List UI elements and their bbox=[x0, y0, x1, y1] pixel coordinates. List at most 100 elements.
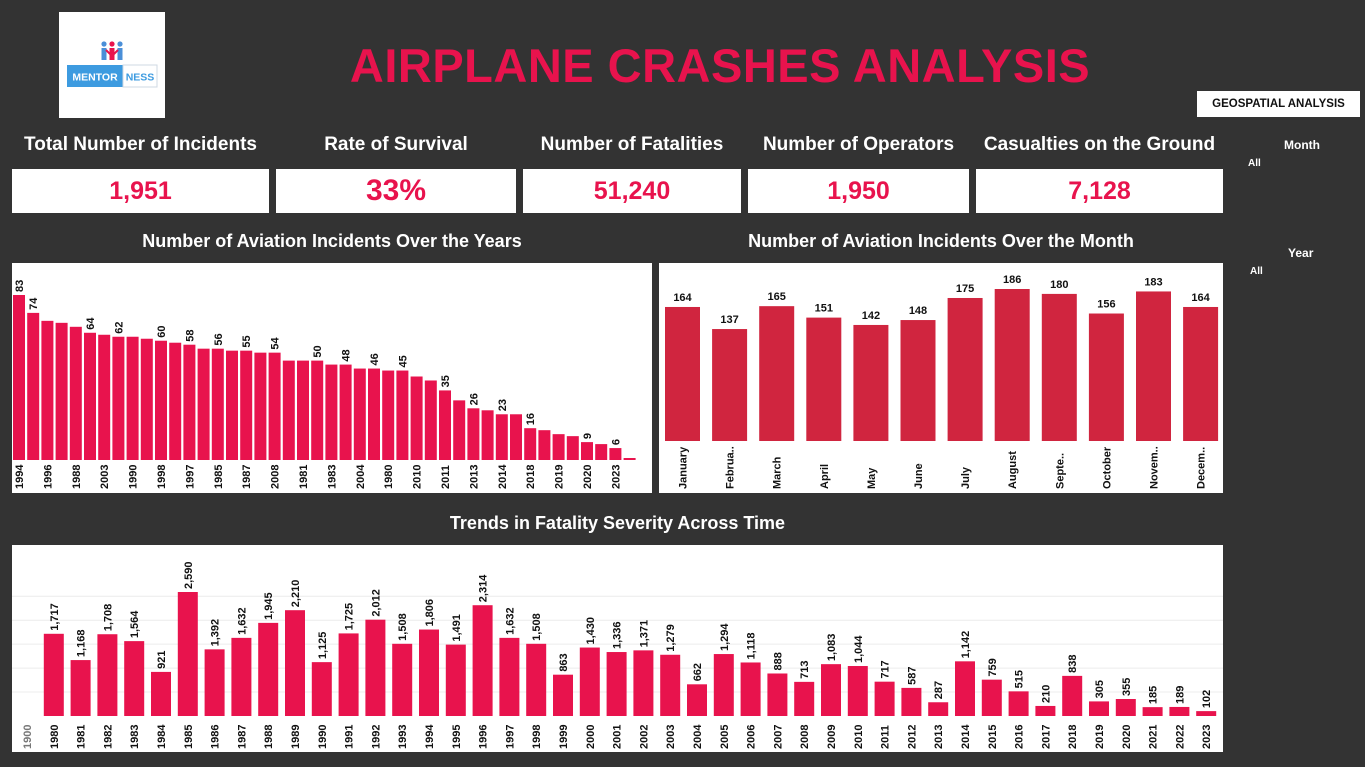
fatality-bar-value-label: 838 bbox=[1067, 655, 1079, 673]
fatality-axis-tick-label: 2017 bbox=[1040, 725, 1052, 749]
month-axis-tick-label: Novem.. bbox=[1149, 446, 1161, 489]
year-bar-value-label: 16 bbox=[525, 413, 537, 425]
fatality-bar-value-label: 1,392 bbox=[210, 619, 222, 647]
fatality-bar-value-label: 1,142 bbox=[960, 631, 972, 659]
month-bar-value-label: 142 bbox=[862, 310, 880, 322]
fatality-axis-tick-label: 1986 bbox=[210, 725, 222, 749]
year-bar bbox=[410, 376, 423, 460]
year-bar bbox=[481, 410, 494, 460]
month-bar bbox=[900, 320, 936, 441]
year-filter-dropdown[interactable]: All bbox=[1250, 266, 1263, 277]
fatality-bar bbox=[928, 702, 949, 716]
fatality-axis-tick-label: 1985 bbox=[183, 725, 195, 749]
year-bar bbox=[41, 320, 54, 460]
month-bar bbox=[947, 297, 983, 441]
fatality-bar-value-label: 287 bbox=[933, 681, 945, 699]
year-bar bbox=[495, 414, 508, 460]
fatality-bar bbox=[419, 629, 439, 716]
geospatial-analysis-button[interactable]: GEOSPATIAL ANALYSIS bbox=[1197, 91, 1360, 117]
fatality-bar-value-label: 1,717 bbox=[49, 603, 61, 631]
year-bar bbox=[510, 414, 522, 460]
kpi-value-fatalities: 51,240 bbox=[523, 169, 741, 213]
year-axis-tick-label: 2013 bbox=[468, 465, 480, 489]
fatality-bar bbox=[151, 671, 171, 716]
month-axis-tick-label: October bbox=[1101, 446, 1113, 489]
month-axis-tick-label: June bbox=[913, 463, 925, 489]
fatality-axis-tick-label: 2016 bbox=[1014, 725, 1026, 749]
year-bar bbox=[169, 342, 182, 460]
year-bar-value-label: 46 bbox=[369, 353, 381, 365]
year-bar-value-label: 6 bbox=[610, 439, 622, 445]
month-axis-tick-label: August bbox=[1007, 451, 1019, 489]
fatality-bar-value-label: 759 bbox=[987, 658, 999, 676]
fatality-axis-tick-label: 2022 bbox=[1174, 725, 1186, 749]
fatality-bar bbox=[981, 679, 1002, 716]
fatality-bar-value-label: 1,371 bbox=[638, 620, 650, 648]
year-bar-value-label: 56 bbox=[213, 333, 225, 345]
fatality-bar bbox=[338, 633, 359, 716]
year-bar bbox=[126, 336, 139, 460]
fatality-bar-value-label: 1,508 bbox=[397, 613, 409, 641]
fatality-axis-tick-label: 2010 bbox=[853, 725, 865, 749]
fatality-bar bbox=[1142, 707, 1163, 716]
fatality-axis-tick-label: 2021 bbox=[1148, 725, 1160, 749]
year-bar bbox=[424, 380, 437, 460]
year-axis-tick-label: 1996 bbox=[42, 465, 54, 489]
months-bar-chart: 164 January 137 Februa.. 165 March 151 April 142… bbox=[665, 274, 1219, 489]
fatality-bar-value-label: 921 bbox=[156, 651, 168, 669]
year-axis-tick-label: 2023 bbox=[610, 465, 622, 489]
fatality-axis-tick-label: 2012 bbox=[906, 725, 918, 749]
kpi-label-survival-rate: Rate of Survival bbox=[324, 134, 468, 155]
kpi-value-operators: 1,950 bbox=[748, 169, 969, 213]
month-bar-value-label: 164 bbox=[673, 292, 692, 304]
fatality-bar-value-label: 713 bbox=[799, 661, 811, 679]
kpi-label-operators: Number of Operators bbox=[762, 134, 955, 155]
month-bar-value-label: 156 bbox=[1097, 299, 1115, 311]
fatality-bar bbox=[633, 650, 654, 716]
year-bar bbox=[183, 344, 196, 460]
fatality-bar-value-label: 1,294 bbox=[719, 623, 731, 651]
year-bar-value-label: 54 bbox=[270, 337, 282, 350]
fatality-bar bbox=[821, 664, 841, 716]
month-bar-value-label: 186 bbox=[1003, 274, 1021, 286]
fatality-bar-value-label: 1,083 bbox=[826, 634, 838, 662]
month-bar bbox=[853, 324, 889, 441]
year-bar bbox=[609, 448, 622, 460]
fatality-axis-tick-label: 2014 bbox=[960, 724, 972, 749]
fatality-bar bbox=[955, 661, 975, 716]
month-filter-dropdown[interactable]: All bbox=[1248, 158, 1261, 169]
fatality-bar-value-label: 1,632 bbox=[236, 607, 248, 635]
fatality-axis-tick-label: 2006 bbox=[746, 725, 758, 749]
fatality-axis-tick-label: 1980 bbox=[49, 725, 61, 749]
year-bar-value-label: 35 bbox=[440, 375, 452, 387]
year-bar bbox=[155, 340, 167, 460]
month-bar-value-label: 183 bbox=[1144, 276, 1162, 288]
year-bar bbox=[98, 334, 111, 460]
year-axis-tick-label: 1985 bbox=[213, 465, 225, 489]
fatality-bar bbox=[499, 637, 520, 716]
month-axis-tick-label: July bbox=[960, 466, 972, 489]
fatality-axis-tick-label: 1993 bbox=[397, 725, 409, 749]
fatality-bar-value-label: 355 bbox=[1121, 678, 1133, 696]
fatality-axis-tick-label: 1988 bbox=[263, 725, 275, 749]
month-axis-tick-label: January bbox=[678, 446, 690, 489]
fatality-axis-tick-label: 1987 bbox=[236, 725, 248, 749]
year-axis-tick-label: 2008 bbox=[270, 465, 282, 489]
year-bar bbox=[69, 326, 82, 460]
year-bar bbox=[13, 295, 25, 460]
fatality-axis-tick-label: 2002 bbox=[638, 725, 650, 749]
fatality-bar bbox=[579, 647, 600, 716]
years-chart-title: Number of Aviation Incidents Over the Ye… bbox=[142, 231, 522, 251]
fatality-bar-value-label: 1,491 bbox=[451, 614, 463, 642]
month-bar bbox=[1088, 313, 1124, 441]
fatality-bar-value-label: 1,168 bbox=[76, 630, 88, 658]
fatality-bar-value-label: 1,725 bbox=[344, 603, 356, 631]
fatality-axis-tick-label: 1994 bbox=[424, 724, 436, 749]
year-bar bbox=[297, 360, 309, 460]
year-bar bbox=[197, 348, 210, 460]
fatality-bar bbox=[1196, 711, 1217, 716]
year-bar bbox=[140, 338, 153, 460]
year-bar-value-label: 50 bbox=[312, 345, 324, 357]
year-axis-tick-label: 2018 bbox=[525, 465, 537, 489]
month-bar bbox=[806, 317, 842, 441]
